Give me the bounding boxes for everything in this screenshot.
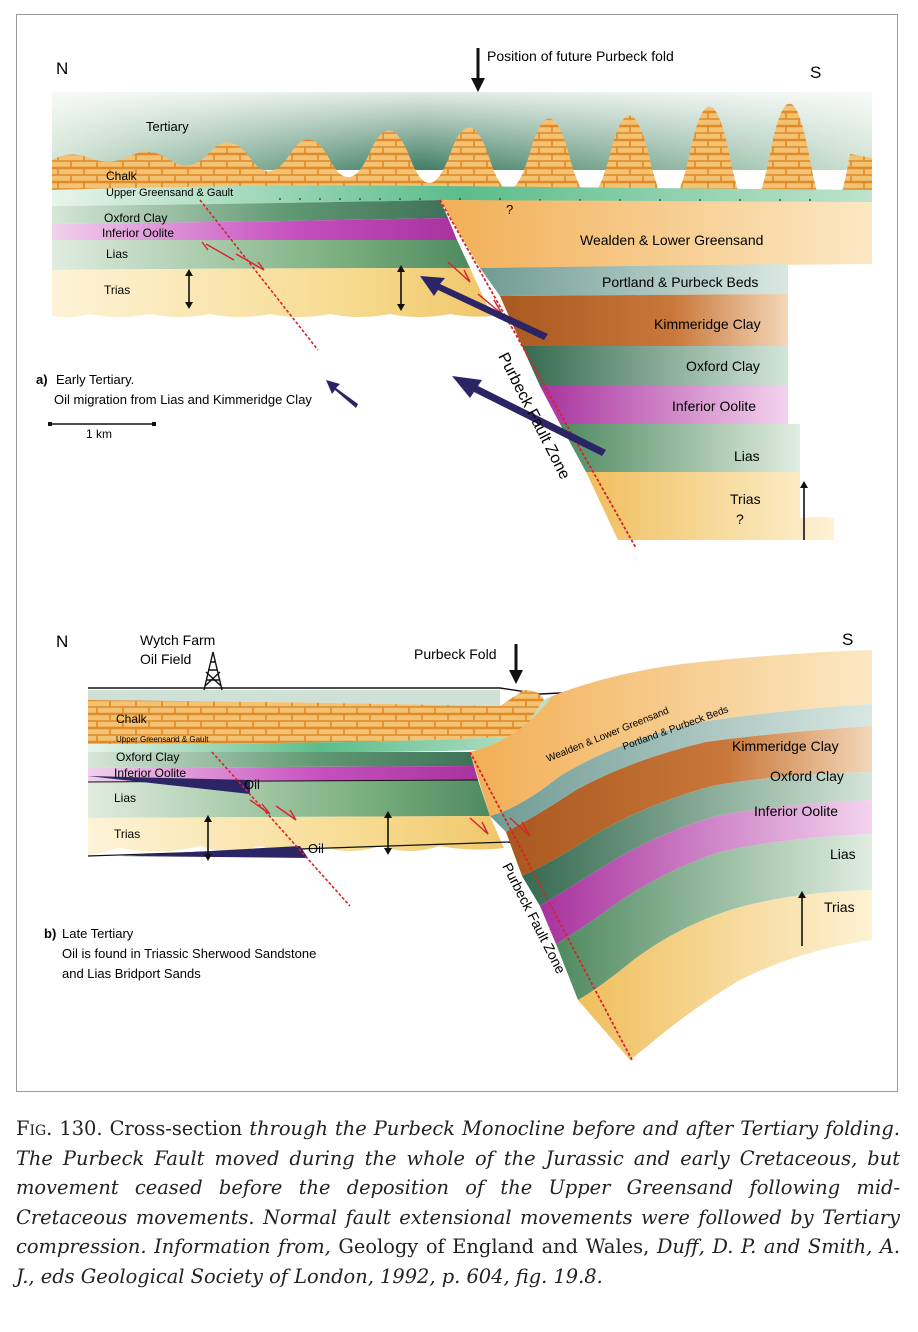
north-label-b: N [56, 632, 68, 651]
chalk-layer-b [88, 690, 544, 744]
wealden-layer-b [470, 650, 872, 816]
question-mark-top: ? [506, 202, 513, 217]
oxford-clay-layer-left [52, 200, 448, 224]
lias-layer-right [560, 424, 800, 472]
caption-reference: Duff, D. P. and Smith, A. J., eds Geolog… [16, 1235, 901, 1288]
north-label: N [56, 59, 68, 78]
figure-caption: Fig. 130. Cross-section through the Purb… [16, 1114, 900, 1292]
minor-fault-line-b [211, 751, 351, 907]
figure-label: Fig. [16, 1117, 53, 1140]
chalk-label: Chalk [106, 169, 138, 183]
caption-book-title: Geology of England and Wales, [338, 1235, 650, 1259]
legend-migration-arrow [326, 380, 358, 408]
panel-a-letter: a) [36, 372, 48, 387]
fault-slip-arrows-main-b [469, 817, 531, 837]
inferior-oolite-layer-left-b [88, 766, 478, 782]
lias-label-left-b: Lias [114, 791, 136, 805]
lias-label-right: Lias [734, 448, 760, 464]
panel-a-description: Oil migration from Lias and Kimmeridge C… [54, 392, 312, 407]
lias-label-left: Lias [106, 247, 128, 261]
panel-a-title: Early Tertiary. [56, 372, 134, 387]
oil-derrick-icon [203, 651, 223, 691]
trias-label-right-b: Trias [824, 899, 855, 915]
caption-lead: Cross-section [109, 1117, 243, 1140]
purbeck-fault-line [439, 199, 637, 549]
portland-layer [480, 264, 788, 296]
kimmeridge-label-b: Kimmeridge Clay [732, 738, 839, 754]
oil-trap-upper [88, 776, 250, 794]
oxford-clay-label-left: Oxford Clay [104, 211, 167, 225]
inferior-oolite-layer-right-b [540, 800, 872, 944]
oil-trap-lower [120, 846, 308, 858]
fold-position-label: Position of future Purbeck fold [487, 48, 674, 64]
trias-label-left: Trias [104, 283, 130, 297]
fault-slip-arrows-minor [201, 241, 265, 271]
trias-label-left-b: Trias [114, 827, 140, 841]
purbeck-fold-label: Purbeck Fold [414, 646, 496, 662]
oxford-clay-label-right: Oxford Clay [686, 358, 760, 374]
inferior-oolite-label-left-b: Inferior Oolite [114, 766, 186, 780]
panel-b: N S Wytch Farm Oil Field Purbeck Fold Ch… [44, 630, 873, 1061]
portland-layer-b [490, 704, 872, 832]
migration-arrow-lower [452, 376, 606, 456]
wealden-layer [440, 200, 872, 268]
oxford-clay-layer-right [522, 346, 788, 386]
panel-b-title: Late Tertiary [62, 926, 134, 941]
panel-b-letter: b) [44, 926, 56, 941]
oxford-clay-layer-right-b [522, 772, 872, 906]
inferior-oolite-label-right-b: Inferior Oolite [754, 803, 838, 819]
scale-label: 1 km [86, 427, 112, 441]
minor-fault-line [199, 199, 319, 351]
thickness-arrows [188, 268, 805, 540]
kimmeridge-layer [500, 294, 788, 346]
wealden-label: Wealden & Lower Greensand [580, 232, 763, 248]
oil-label-upper: Oil [244, 777, 260, 792]
greensand-label-b: Upper Greensand & Gault [116, 735, 209, 744]
inferior-oolite-layer-left [52, 218, 457, 240]
tertiary-wedge [88, 690, 500, 706]
trias-layer-right-b [578, 890, 872, 1060]
tertiary-label: Tertiary [146, 119, 189, 134]
figure-number: 130. [59, 1117, 103, 1140]
south-label-b: S [842, 630, 853, 649]
caption-text: through the Purbeck Monocline before and… [16, 1117, 900, 1259]
migration-arrow-upper [420, 276, 548, 340]
greensand-layer [52, 185, 872, 206]
inferior-oolite-label-right: Inferior Oolite [672, 398, 756, 414]
lias-layer-left [52, 240, 470, 270]
panel-b-line-2: and Lias Bridport Sands [62, 966, 201, 981]
oxford-clay-label-right-b: Oxford Clay [770, 768, 844, 784]
cross-section-diagram: N S Tertiary Chalk Upper Greensand & Gau… [36, 48, 873, 1061]
oil-field-label-2: Oil Field [140, 651, 191, 667]
portland-label: Portland & Purbeck Beds [602, 274, 758, 290]
panel-a: N S Tertiary Chalk Upper Greensand & Gau… [36, 48, 872, 549]
fault-slip-arrows-minor-b [249, 799, 297, 821]
trias-label-right: Trias [730, 491, 761, 507]
south-label: S [810, 63, 821, 82]
question-mark-bottom: ? [736, 511, 744, 527]
panel-b-line-1: Oil is found in Triassic Sherwood Sandst… [62, 946, 316, 961]
lias-layer-left-b [88, 780, 490, 818]
kimmeridge-label: Kimmeridge Clay [654, 316, 761, 332]
inferior-oolite-layer-right [540, 386, 788, 424]
oxford-clay-layer-left-b [88, 752, 474, 768]
oxford-clay-label-left-b: Oxford Clay [116, 750, 179, 764]
trias-layer-right [586, 472, 834, 540]
inferior-oolite-label-left: Inferior Oolite [102, 226, 174, 240]
greensand-label: Upper Greensand & Gault [106, 187, 233, 199]
thickness-arrows-b [207, 814, 803, 946]
oil-field-label-1: Wytch Farm [140, 632, 215, 648]
kimmeridge-layer-b [506, 726, 872, 876]
purbeck-fault-line-b [469, 751, 633, 1061]
lias-layer-right-b [556, 834, 872, 1000]
chalk-label-b: Chalk [116, 712, 148, 726]
lias-label-right-b: Lias [830, 846, 856, 862]
oil-label-lower: Oil [308, 841, 324, 856]
